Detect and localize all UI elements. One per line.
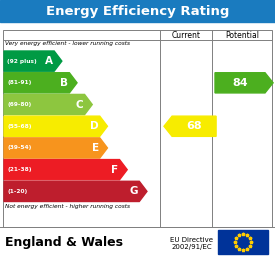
Text: E: E — [92, 143, 99, 153]
Text: B: B — [60, 78, 68, 88]
Bar — [0, 0, 275, 22]
Text: A: A — [45, 56, 53, 66]
Text: Current: Current — [172, 30, 200, 39]
Text: Very energy efficient - lower running costs: Very energy efficient - lower running co… — [5, 41, 130, 46]
Polygon shape — [4, 116, 108, 136]
Text: 84: 84 — [232, 78, 248, 88]
Polygon shape — [4, 181, 147, 201]
Text: Energy Efficiency Rating: Energy Efficiency Rating — [46, 4, 229, 18]
Text: EU Directive: EU Directive — [170, 237, 213, 243]
Text: (21-38): (21-38) — [7, 167, 32, 172]
Text: (55-68): (55-68) — [7, 124, 32, 129]
Polygon shape — [4, 159, 127, 180]
Text: (92 plus): (92 plus) — [7, 59, 37, 64]
Polygon shape — [4, 94, 92, 115]
Text: (81-91): (81-91) — [7, 80, 31, 85]
Bar — [3, 30, 272, 227]
Polygon shape — [4, 138, 108, 158]
Text: (69-80): (69-80) — [7, 102, 31, 107]
Text: 2002/91/EC: 2002/91/EC — [172, 244, 212, 249]
Polygon shape — [4, 51, 62, 71]
Text: England & Wales: England & Wales — [5, 236, 123, 249]
Polygon shape — [215, 73, 273, 93]
Text: (1-20): (1-20) — [7, 189, 27, 194]
Polygon shape — [4, 73, 77, 93]
Text: (39-54): (39-54) — [7, 146, 31, 150]
Text: C: C — [76, 100, 84, 110]
Text: D: D — [90, 121, 99, 131]
Text: 68: 68 — [186, 121, 202, 131]
Bar — [218, 230, 268, 254]
Text: Not energy efficient - higher running costs: Not energy efficient - higher running co… — [5, 204, 130, 209]
Text: G: G — [130, 186, 138, 196]
Polygon shape — [164, 116, 216, 136]
Text: F: F — [111, 165, 119, 175]
Text: Potential: Potential — [225, 30, 259, 39]
